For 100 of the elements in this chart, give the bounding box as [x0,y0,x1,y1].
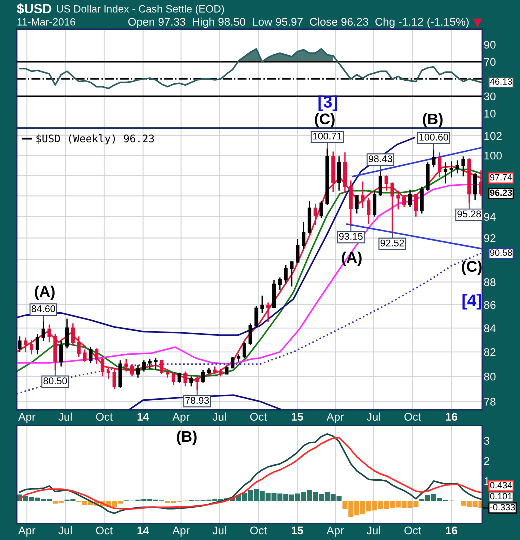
text: 78.93 [186,397,210,404]
y-tick-label: 102 [484,132,502,140]
candlestick [225,366,229,375]
x-tick-label: Oct [404,413,422,421]
candlestick [479,170,482,198]
x-tick-label: 16 [446,526,458,535]
candlestick [112,367,116,390]
annotation: [3] [318,96,338,112]
line-series [19,48,482,90]
candlestick [254,306,258,328]
candlestick [337,156,342,192]
candlestick [308,200,312,235]
y-tick-label: 100 [484,152,502,160]
candlestick [272,279,276,310]
x-tick-label: Jul [367,526,380,535]
data-label: 97.74 [490,174,512,181]
candlestick [83,349,87,363]
data-label: 90.58 [490,250,512,256]
candlestick [24,337,28,353]
x-tick-label: Apr [18,526,36,537]
y-tick-label: 2 [484,457,490,466]
candlestick [231,356,235,369]
text: 100.60 [420,134,448,141]
text: 11-Mar-2016 [18,18,76,26]
x-tick-label: Apr [172,526,190,537]
y-tick-label: 30 [484,92,496,101]
y-tick-label: 3 [484,437,490,445]
y-tick-label: 78 [484,398,496,406]
data-label: 0.434 [490,482,512,489]
x-tick-label: Oct [250,526,268,535]
chart-subtitle: US Dollar Index - Cash Settle (EOD) [57,5,224,15]
candlestick [343,152,348,194]
x-tick-label: Oct [96,526,113,535]
x-tick-label: Jul [212,526,226,535]
y-tick-label: 80 [484,372,496,381]
candlestick [408,189,412,208]
y-tick-label: 88 [484,278,496,286]
candlestick [100,358,105,378]
y-tick-label: 94 [484,213,496,222]
candlestick [71,322,75,346]
candlestick [296,238,300,264]
candlestick [118,360,122,388]
candlestick [184,371,188,388]
candlestick [474,173,478,201]
data-label: 46.13 [490,78,512,85]
candlestick [414,193,418,218]
data-label: 0.101 [490,493,512,500]
candlestick [314,204,318,226]
candlestick [290,260,294,288]
line-series [17,252,482,395]
candlestick [420,186,424,214]
x-tick-label: 14 [138,526,150,535]
candlestick [136,364,140,379]
candlestick [367,198,371,225]
x-tick-label: Jul [58,526,72,535]
candlestick [166,370,170,379]
candlestick [95,348,99,365]
candlestick [142,360,146,372]
text: 84.60 [32,306,56,312]
y-tick-label: 86 [484,301,496,310]
candlestick [77,336,81,358]
candlestick [278,277,282,291]
annotation: (A) [35,286,55,300]
candlestick [320,200,324,219]
x-tick-label: Jul [212,412,226,421]
candlestick [426,162,430,192]
candlestick [372,190,377,218]
y-tick-label: 90 [484,41,496,49]
candlestick [106,367,110,380]
text: 96.23 [490,190,512,196]
candlestick [266,302,270,324]
candlestick [130,364,134,378]
candlestick [332,151,336,193]
x-tick-label: Apr [326,413,344,424]
candlestick [284,264,288,284]
candlestick [355,194,359,214]
x-tick-label: 15 [292,526,304,535]
annotation: (C) [315,113,335,128]
candlestick [402,194,406,208]
candlestick [438,152,442,178]
text: 100.71 [313,132,342,140]
candlestick [89,346,93,364]
legend-label: $USD (Weekly) 96.23 [36,134,154,145]
candlestick [36,334,40,356]
candlestick [160,360,164,375]
candlestick [178,372,182,384]
y-tick-label: 84 [484,324,496,332]
x-tick-label: 15 [292,413,304,421]
candlestick [172,372,176,386]
x-tick-label: Oct [404,526,422,535]
x-tick-label: Apr [172,413,190,424]
text: 93.15 [339,233,363,240]
y-tick-label: 10 [484,110,496,118]
candlestick [236,354,241,363]
candlestick [207,367,212,375]
x-tick-label: Oct [250,413,268,421]
data-label: -0.333 [490,504,516,511]
candlestick [190,376,194,388]
y-tick-label: 92 [484,234,496,242]
y-tick-label: 82 [484,348,496,356]
